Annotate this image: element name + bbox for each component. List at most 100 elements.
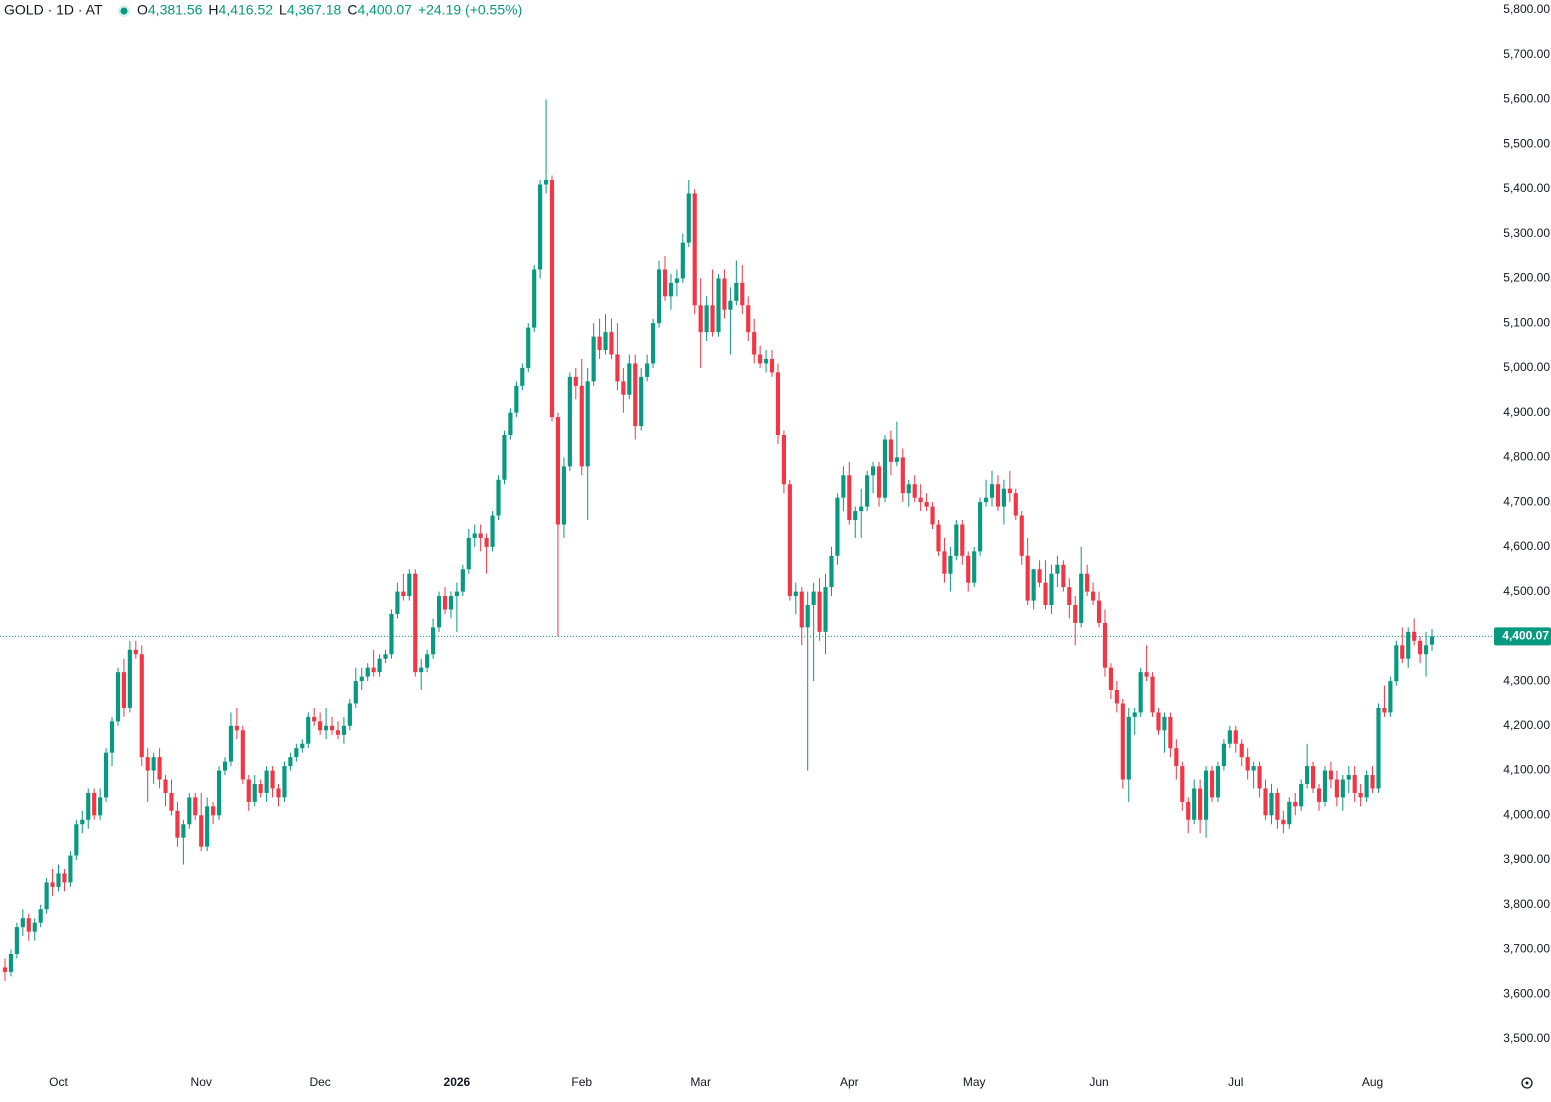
settings-icon-center <box>1525 1081 1529 1085</box>
candle-body <box>496 479 501 516</box>
status-dot <box>120 7 128 15</box>
candle-body <box>383 654 388 659</box>
candle-body <box>579 385 584 467</box>
candle-body <box>472 533 477 538</box>
candle-body <box>490 515 495 547</box>
candle-body <box>121 672 126 708</box>
candle-body <box>538 184 543 270</box>
candle-body <box>1322 770 1328 802</box>
ohlc-value: 4,367.18 <box>287 2 342 18</box>
candle-body <box>282 766 287 798</box>
candle-body <box>50 882 55 887</box>
candle-body <box>847 475 852 521</box>
candle-body <box>734 282 739 301</box>
candle-body <box>740 282 745 306</box>
candle-body <box>769 358 775 373</box>
candle-body <box>680 242 685 279</box>
candle-body <box>1001 488 1006 507</box>
candle-body <box>859 506 864 512</box>
last-price-tag <box>1494 627 1551 646</box>
candle-body <box>1174 748 1179 767</box>
candle-body <box>1358 792 1363 798</box>
candle-body <box>103 752 109 798</box>
candle-body <box>228 725 234 762</box>
candle-body <box>222 761 228 771</box>
candle-body <box>389 613 394 655</box>
candle-body <box>1334 779 1339 798</box>
y-tick-label: 4,700.00 <box>1503 494 1550 508</box>
ohlc-key: C <box>347 2 357 18</box>
candle-body <box>716 278 721 333</box>
candle-body <box>329 725 335 731</box>
symbol: GOLD · 1D · AT <box>4 2 103 18</box>
candle-body <box>276 788 281 798</box>
candle-body <box>371 667 376 673</box>
candle-body <box>448 596 454 610</box>
candle-body <box>900 457 905 494</box>
candle-body <box>710 305 715 333</box>
ohlc-key: H <box>208 2 218 18</box>
candle-body <box>1144 672 1149 677</box>
candle-body <box>1245 757 1250 771</box>
candle-body <box>199 815 204 847</box>
candle-body <box>966 555 971 583</box>
candle-body <box>145 757 150 771</box>
candle-body <box>1091 591 1096 601</box>
candle-body <box>1180 766 1185 802</box>
ohlc-value: 4,381.56 <box>148 2 203 18</box>
candle-body <box>14 927 19 954</box>
candle-body <box>1150 676 1155 713</box>
x-tick-label: 2026 <box>444 1075 471 1089</box>
candle-body <box>918 497 923 503</box>
candle-body <box>436 596 442 628</box>
candle-body <box>56 873 61 887</box>
y-tick-label: 3,500.00 <box>1503 1031 1550 1045</box>
candle-body <box>353 681 358 704</box>
candle-body <box>1049 573 1054 606</box>
candle-body <box>74 824 79 856</box>
candle-body <box>906 484 911 494</box>
candle-body <box>621 381 626 395</box>
candle-body <box>823 587 828 632</box>
x-tick-label: Jun <box>1089 1075 1108 1089</box>
candle-body <box>835 497 840 556</box>
candle-body <box>139 654 144 758</box>
candle-body <box>466 537 471 570</box>
candle-body <box>270 770 275 789</box>
candle-body <box>205 806 210 847</box>
candle-body <box>775 372 781 436</box>
candle-body <box>240 730 245 780</box>
y-tick-label: 4,900.00 <box>1503 405 1550 419</box>
candle-body <box>1126 716 1131 780</box>
candle-body <box>157 757 162 780</box>
candle-body <box>1102 622 1108 668</box>
candle-body <box>211 806 216 816</box>
candle-body <box>1233 730 1238 744</box>
candle-body <box>80 819 85 825</box>
candle-body <box>395 591 400 614</box>
candle-body <box>264 770 269 793</box>
candle-body <box>1394 645 1399 682</box>
candle-body <box>1251 766 1256 771</box>
candle-body <box>704 305 709 333</box>
candle-body <box>603 332 608 351</box>
candle-body <box>627 363 632 395</box>
candle-body <box>133 649 138 655</box>
candle-body <box>234 725 239 731</box>
candle-body <box>8 953 14 972</box>
candle-body <box>651 323 656 364</box>
candle-body <box>1388 681 1393 713</box>
candle-body <box>882 439 888 498</box>
y-tick-label: 4,200.00 <box>1503 718 1550 732</box>
candle-body <box>1007 488 1012 494</box>
candle-body <box>728 300 733 310</box>
candle-body <box>930 506 935 525</box>
candle-body <box>609 332 614 355</box>
candle-body <box>1423 645 1429 655</box>
candle-body <box>573 376 578 386</box>
chart-header: GOLD · 1D · AT O 4,381.56 H 4,416.52 L 4,367.… <box>4 2 522 18</box>
candle-body <box>1400 645 1405 659</box>
candle-body <box>1382 707 1387 713</box>
candle-body <box>335 730 341 735</box>
ohlc-key: L <box>279 2 287 18</box>
